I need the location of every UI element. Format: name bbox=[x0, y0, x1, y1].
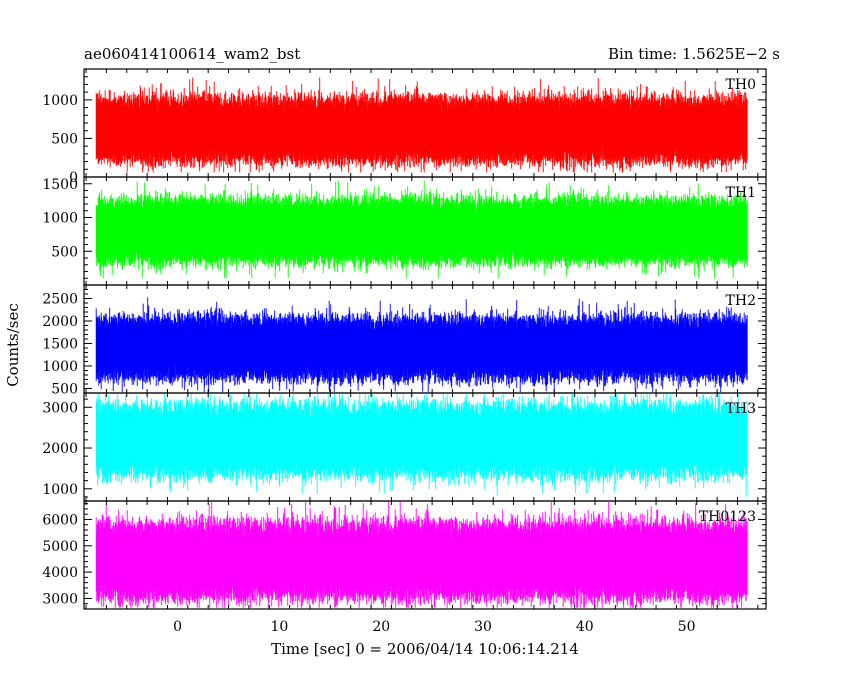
x-tick-label: 50 bbox=[678, 619, 696, 635]
y-tick-label: 1000 bbox=[42, 93, 78, 109]
chart-title-left: ae060414100614_wam2_bst bbox=[84, 45, 300, 63]
panels-group: 05001000TH050010001500TH1500100015002000… bbox=[42, 68, 767, 635]
channel-label: TH0123 bbox=[699, 509, 756, 525]
y-tick-label: 500 bbox=[51, 131, 78, 147]
y-tick-label: 4000 bbox=[42, 565, 78, 581]
x-tick-label: 30 bbox=[474, 619, 492, 635]
series-th3 bbox=[95, 394, 748, 497]
y-tick-label: 1000 bbox=[42, 211, 78, 227]
y-tick-label: 2000 bbox=[42, 314, 78, 330]
chart-title-right: Bin time: 1.5625E−2 s bbox=[608, 45, 780, 63]
y-tick-label: 3000 bbox=[42, 400, 78, 416]
y-tick-label: 2500 bbox=[42, 292, 78, 308]
panel-frame bbox=[83, 500, 767, 610]
channel-label: TH0 bbox=[726, 77, 756, 93]
y-axis-label: Counts/sec bbox=[4, 303, 22, 387]
panel-th1: 500 1000 1500 TH1 bbox=[42, 176, 767, 286]
series-th2 bbox=[95, 297, 748, 392]
y-tick-label: 1500 bbox=[42, 177, 78, 193]
x-tick-label: 10 bbox=[271, 619, 289, 635]
panel-th2: 500 1000 1500 2000 2500 TH2 bbox=[42, 284, 767, 398]
y-tick-label: 1500 bbox=[42, 337, 78, 353]
y-tick-label: 2000 bbox=[42, 441, 78, 457]
x-tick-label: 20 bbox=[372, 619, 390, 635]
x-tick-label: 40 bbox=[576, 619, 594, 635]
series-th1 bbox=[95, 180, 748, 279]
channel-label: TH2 bbox=[726, 293, 756, 309]
y-tick-label: 0 bbox=[69, 170, 78, 186]
panel-th0: 0 500 1000 TH0 bbox=[42, 68, 767, 186]
panel-th0123: 3000 4000 5000 6000 TH0123 bbox=[42, 500, 767, 610]
y-tick-label: 500 bbox=[51, 382, 78, 398]
y-tick-label: 6000 bbox=[42, 512, 78, 528]
y-tick-label: 1000 bbox=[42, 482, 78, 498]
panel-th3: 1000 2000 3000 TH3 bbox=[42, 392, 767, 502]
y-tick-label: 5000 bbox=[42, 539, 78, 555]
series-th0 bbox=[95, 77, 748, 173]
y-tick-label: 1000 bbox=[42, 359, 78, 375]
channel-label: TH3 bbox=[726, 401, 756, 417]
channel-label: TH1 bbox=[726, 185, 756, 201]
y-tick-label: 3000 bbox=[42, 591, 78, 607]
x-axis-label: Time [sec] 0 = 2006/04/14 10:06:14.214 bbox=[271, 640, 579, 658]
series-th0123 bbox=[95, 502, 748, 608]
x-tick-label: 0 bbox=[173, 619, 182, 635]
y-tick-label: 500 bbox=[51, 244, 78, 260]
